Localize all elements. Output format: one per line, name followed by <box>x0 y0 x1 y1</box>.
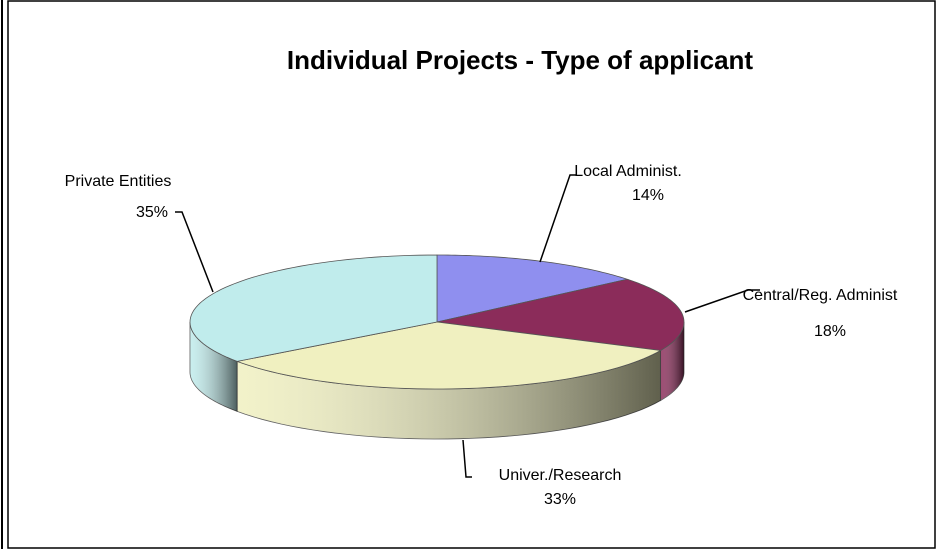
category-label: Univer./Research <box>499 467 622 484</box>
chart-title: Individual Projects - Type of applicant <box>287 45 753 75</box>
value-label: 35% <box>136 204 168 221</box>
leader-line <box>684 289 760 313</box>
pie-slice <box>436 278 685 351</box>
value-label: 33% <box>544 491 576 508</box>
pie-side-shade <box>190 322 238 412</box>
pie-side-shade <box>237 350 661 439</box>
pie-slice <box>436 254 629 323</box>
pie-sides <box>189 321 685 440</box>
value-label: 18% <box>814 323 846 340</box>
pie-slice <box>235 321 662 390</box>
category-label: Local Administ. <box>574 163 682 180</box>
leader-line <box>462 439 472 478</box>
leader-line <box>539 174 577 263</box>
chart-frame <box>7 0 936 549</box>
category-label: Central/Reg. Administ <box>743 287 898 304</box>
pie-tops <box>189 254 685 390</box>
leader-line <box>175 211 214 293</box>
category-label: Private Entities <box>65 173 172 190</box>
labels: Local Administ. 14% Central/Reg. Administ 1… <box>65 163 898 508</box>
value-label: 14% <box>632 187 664 204</box>
pie-slice <box>189 254 438 362</box>
pie-side-shade <box>660 322 684 401</box>
